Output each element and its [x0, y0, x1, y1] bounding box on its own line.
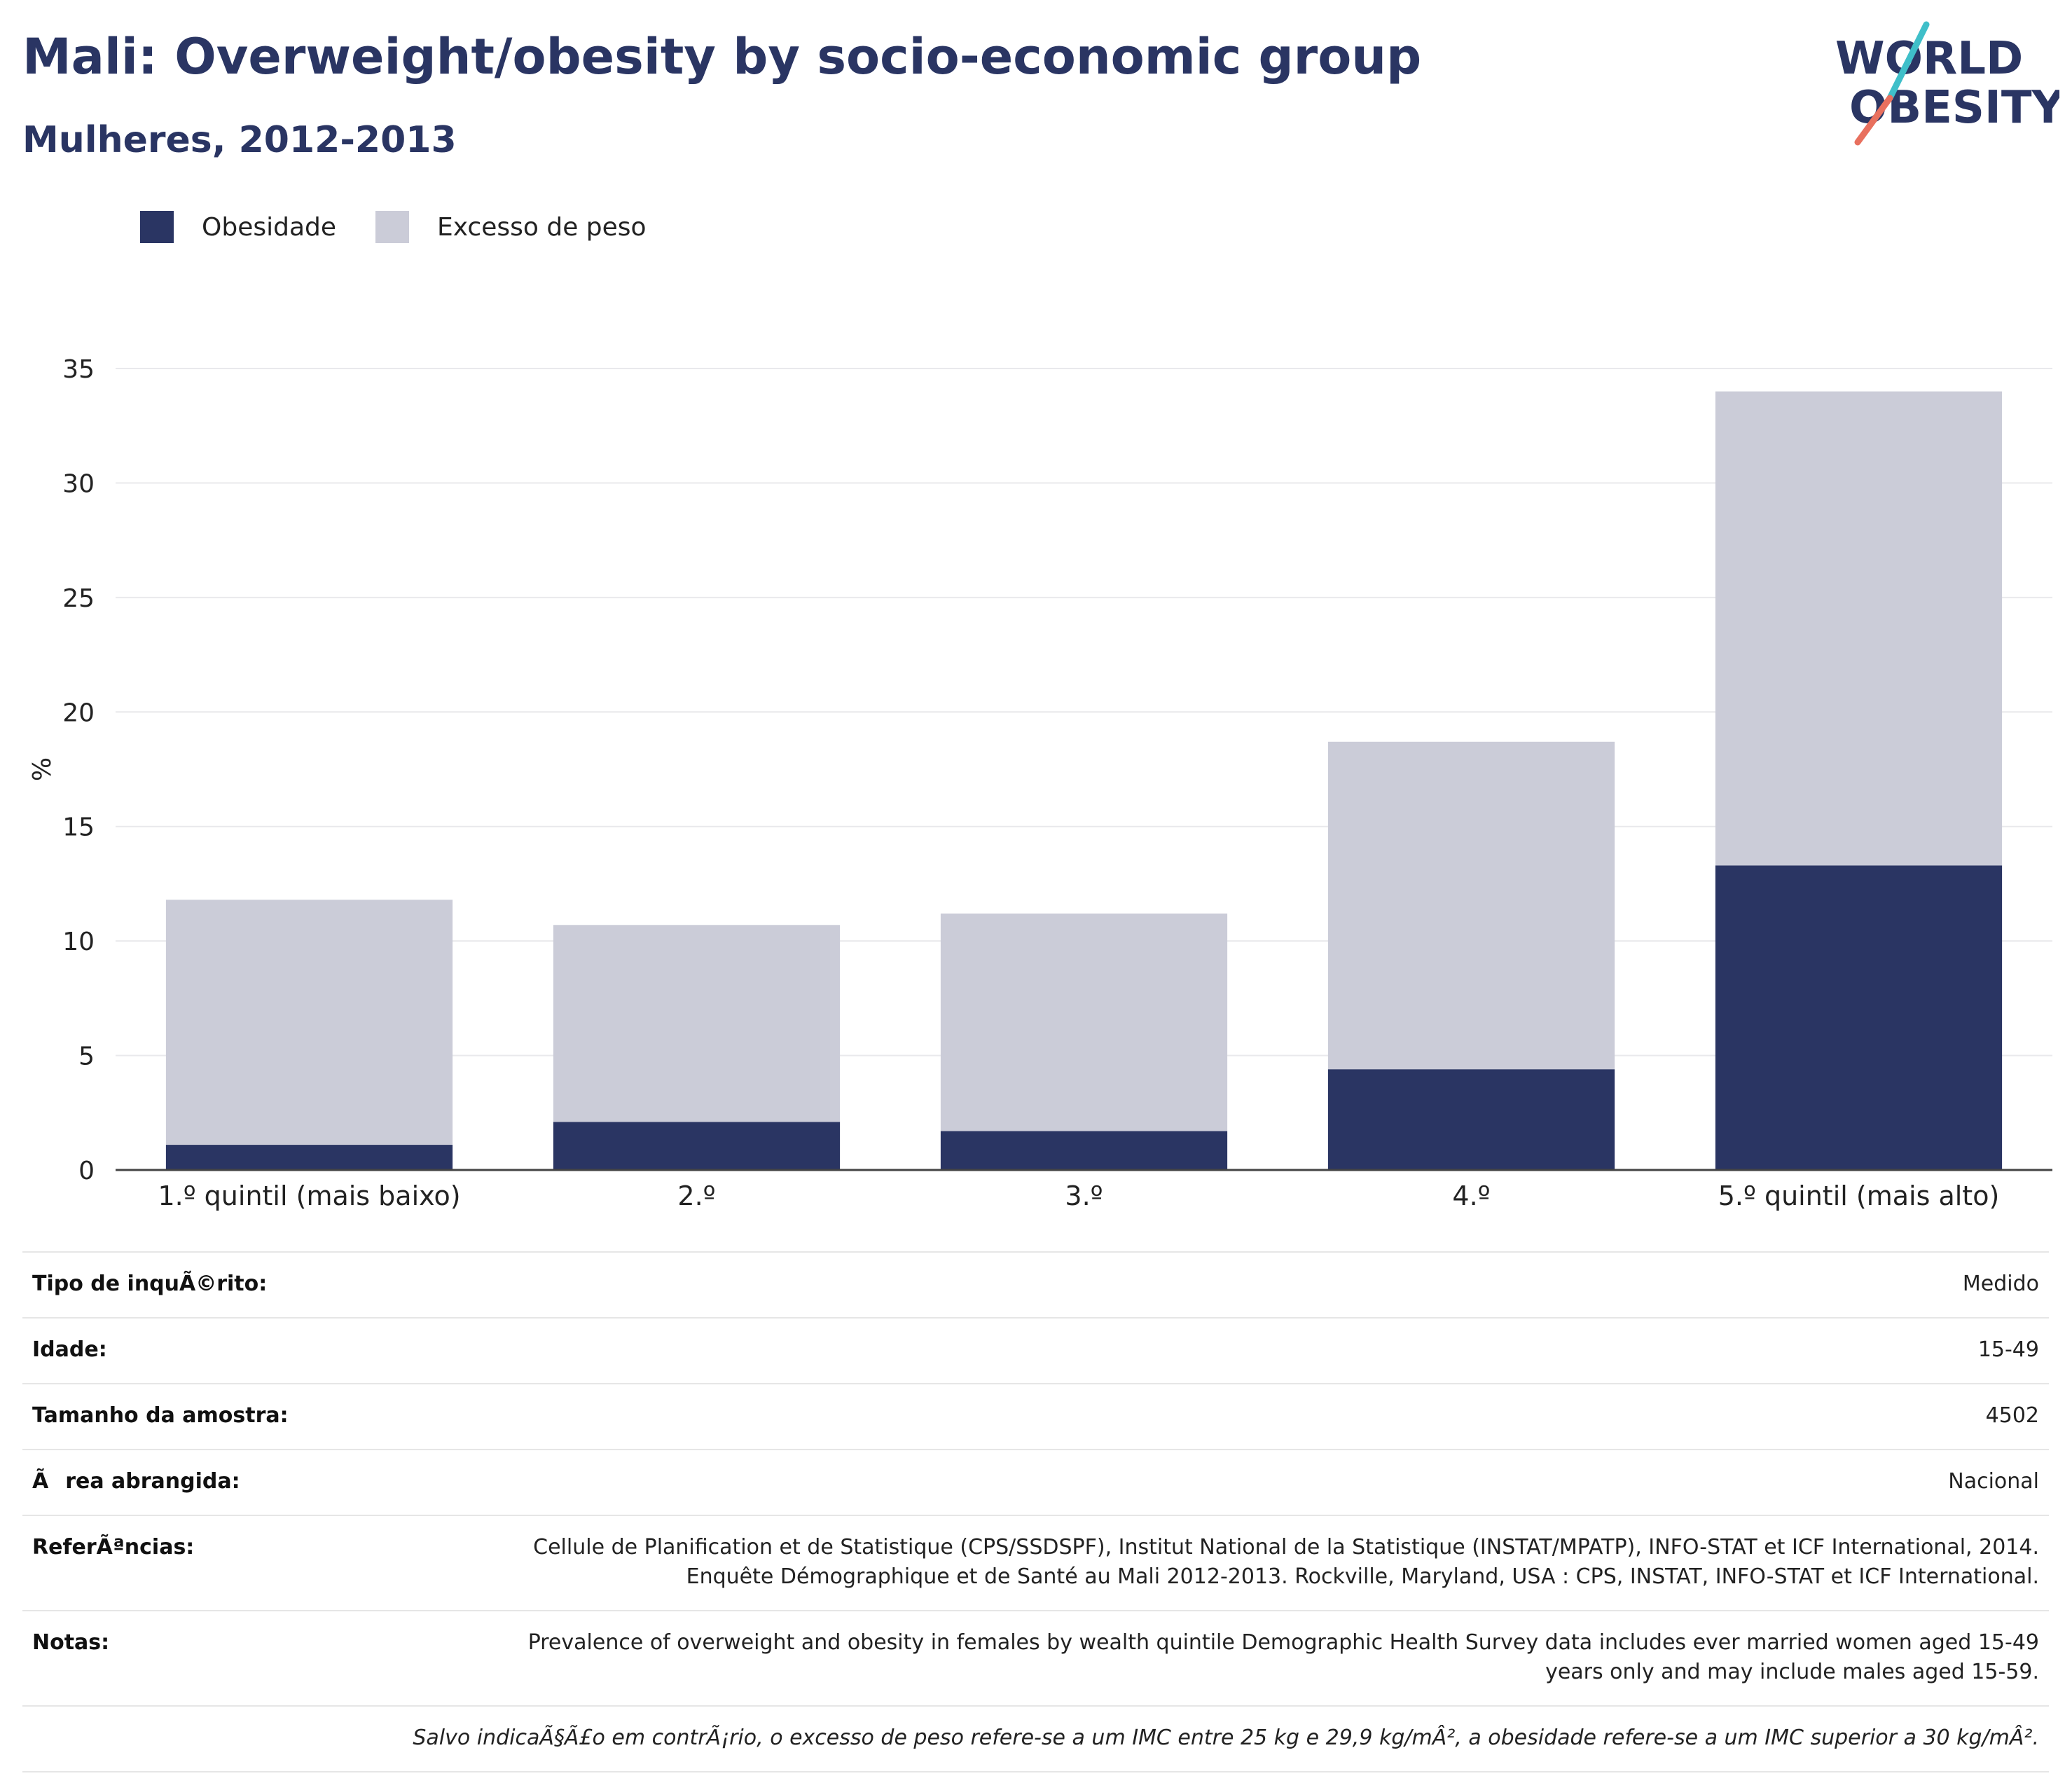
info-row-sample-size: Tamanho da amostra: 4502: [22, 1383, 2049, 1449]
info-row-area: Ãrea abrangida: Nacional: [22, 1449, 2049, 1515]
info-label: Notas:: [32, 1630, 110, 1655]
x-tick-label: 4.º: [1452, 1180, 1490, 1211]
info-label: ReferÃªncias:: [32, 1535, 195, 1560]
legend-item-overweight: Excesso de peso: [375, 211, 647, 243]
y-tick-label: 10: [62, 928, 95, 956]
bar-obesity: [1327, 1069, 1615, 1170]
info-row-notes: Notas: Prevalence of overweight and obes…: [22, 1610, 2049, 1705]
y-tick-label: 0: [78, 1157, 95, 1185]
info-label: Tipo de inquÃ©rito:: [32, 1272, 268, 1296]
info-value: 4502: [1985, 1403, 2039, 1428]
bar-obesity: [940, 1131, 1228, 1170]
x-tick-label: 1.º quintil (mais baixo): [158, 1180, 460, 1211]
info-value: 15-49: [1977, 1337, 2039, 1362]
bar-overweight: [940, 913, 1228, 1131]
info-row-age: Idade: 15-49: [22, 1317, 2049, 1383]
info-label: Ãrea abrangida:: [32, 1469, 240, 1494]
info-value: Medido: [1962, 1272, 2039, 1296]
y-tick-label: 20: [62, 698, 95, 727]
bar-obesity: [1715, 865, 2003, 1170]
world-obesity-logo: WORLD OBESITY: [1835, 21, 2059, 146]
chart-subtitle: Mulheres, 2012-2013: [22, 119, 457, 161]
legend-swatch-obesity: [140, 211, 174, 243]
bar-obesity: [553, 1122, 841, 1170]
x-tick-label: 3.º: [1065, 1180, 1103, 1211]
bar-obesity: [165, 1145, 453, 1170]
info-value: Nacional: [1948, 1469, 2039, 1494]
info-row-survey-type: Tipo de inquÃ©rito: Medido: [22, 1251, 2049, 1317]
info-label: Tamanho da amostra:: [32, 1403, 289, 1428]
x-tick-label: 5.º quintil (mais alto): [1718, 1180, 2000, 1211]
legend-swatch-overweight: [375, 211, 410, 243]
chart-title: Mali: Overweight/obesity by socio-econom…: [22, 28, 1422, 85]
bar-overweight: [1327, 741, 1615, 1070]
y-tick-label: 30: [62, 469, 95, 498]
legend-item-obesity: Obesidade: [140, 211, 336, 243]
bar-overweight: [1715, 391, 2003, 866]
info-row-references: ReferÃªncias: Cellule de Planification e…: [22, 1515, 2049, 1610]
bar-overweight: [165, 900, 453, 1145]
y-tick-label: 25: [62, 584, 95, 613]
legend-label-obesity: Obesidade: [202, 212, 337, 242]
bar-overweight: [553, 925, 841, 1122]
info-label: Idade:: [32, 1337, 107, 1362]
info-value: Cellule de Planification et de Statistiq…: [533, 1535, 2039, 1589]
legend-label-overweight: Excesso de peso: [437, 212, 647, 242]
bar-chart: 0 5 10 15 20 25 30 35% 1.º quintil (mais baixo) 2…: [28, 355, 2052, 1211]
survey-info-table: Tipo de inquÃ©rito: Medido Idade: 15-49 …: [22, 1251, 2049, 1772]
y-axis-label: %: [28, 757, 57, 781]
bmi-footnote: Salvo indicaÃ§Ã£o em contrÃ¡rio, o exces…: [22, 1705, 2049, 1772]
logo-slash-teal: [1886, 21, 1930, 102]
info-value: Prevalence of overweight and obesity in …: [527, 1630, 2039, 1684]
y-tick-label: 15: [62, 813, 95, 842]
logo-line-world: WORLD: [1835, 33, 2023, 85]
y-tick-label: 35: [62, 355, 95, 384]
x-tick-label: 2.º: [677, 1180, 715, 1211]
logo-slash-coral: [1854, 95, 1893, 146]
chart-legend: Obesidade Excesso de peso: [140, 207, 686, 247]
y-tick-label: 5: [78, 1042, 95, 1071]
